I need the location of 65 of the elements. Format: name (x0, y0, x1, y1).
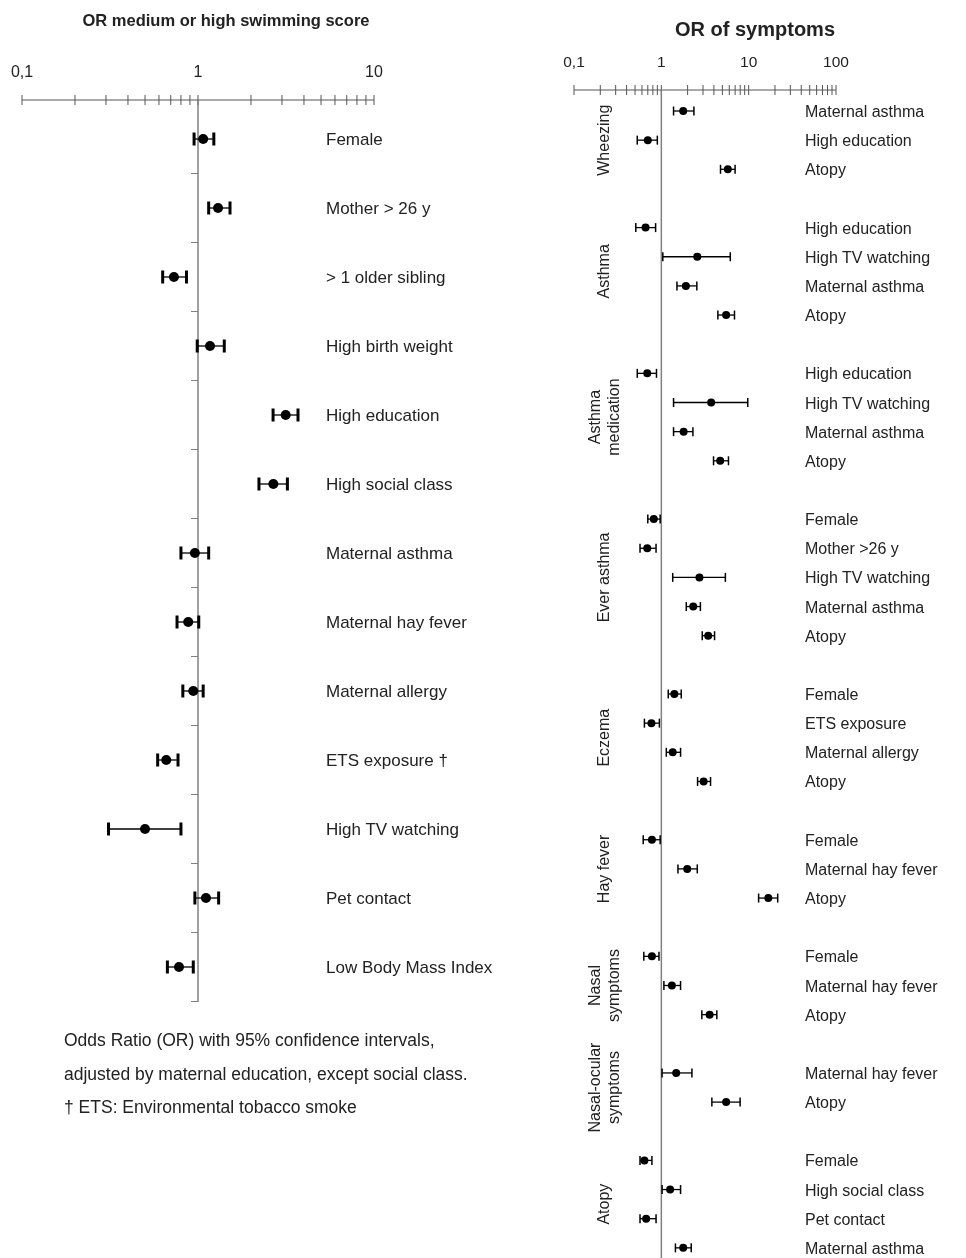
y-tick-label: > 1 older sibling (326, 268, 446, 287)
y-tick-label: High education (326, 406, 440, 425)
y-tick-label: Maternal hay fever (805, 860, 939, 878)
y-tick-label: Pet contact (805, 1210, 886, 1228)
y-tick-label: Atopy (805, 627, 846, 645)
annotation: Atopy (595, 1183, 612, 1225)
annotation: Nasal symptoms (586, 949, 622, 1022)
y-tick-label: Maternal asthma (805, 1239, 925, 1257)
y-tick-label: Maternal hay fever (326, 613, 468, 632)
x-tick-label: 0,1 (563, 53, 585, 70)
y-tick-label: High TV watching (805, 248, 931, 266)
y-tick-label: Female (805, 511, 859, 529)
y-tick-label: Female (805, 948, 859, 966)
text: † ETS: Environmental tobacco smoke (64, 1097, 357, 1117)
y-tick-label: High TV watching (326, 820, 459, 839)
y-tick-label: High social class (326, 475, 453, 494)
y-tick-label: Maternal asthma (805, 277, 925, 295)
y-tick-label: Low Body Mass Index (326, 958, 493, 977)
y-tick-label: Maternal asthma (805, 103, 925, 120)
y-tick-label: Maternal asthma (805, 598, 925, 616)
chart-title: OR of symptoms (674, 18, 836, 40)
annotation: Wheezing (595, 104, 612, 176)
chart-title: OR medium or high swimming score (82, 11, 370, 29)
y-tick-label: Maternal hay fever (805, 977, 939, 995)
y-tick-label: ETS exposure † (326, 751, 448, 770)
x-tick-label: 100 (823, 53, 850, 70)
x-tick-label: 0,1 (10, 63, 34, 80)
y-tick-label: Maternal hay fever (805, 1064, 939, 1082)
y-tick-label: Female (805, 686, 859, 703)
y-tick-label: High birth weight (326, 337, 453, 356)
text: Odds Ratio (OR) with 95% confidence intervals, adjusted by maternal education, except social class. (64, 1030, 468, 1084)
y-tick-label: Mother > 26 y (326, 199, 431, 218)
annotation: Asthma medication (586, 378, 622, 456)
annotation: Eczema (595, 708, 612, 767)
annotation: Ever asthma (595, 532, 612, 623)
x-tick-label: 10 (740, 53, 758, 70)
y-tick-label: Atopy (805, 307, 846, 325)
y-tick-label: ETS exposure (805, 715, 907, 733)
y-tick-label: Atopy (805, 1094, 846, 1112)
y-tick-label: Female (805, 1152, 859, 1170)
y-tick-label: Maternal allergy (326, 682, 448, 701)
y-tick-label: Female (326, 130, 383, 149)
y-tick-label: Maternal asthma (805, 423, 925, 441)
y-tick-label: High TV watching (805, 569, 931, 587)
y-tick-label: High social class (805, 1181, 925, 1199)
annotation: Asthma (595, 244, 612, 299)
y-tick-label: Atopy (805, 890, 846, 908)
x-tick-label: 10 (365, 63, 383, 80)
y-tick-label: Atopy (805, 773, 846, 791)
y-tick-label: Pet contact (326, 889, 412, 908)
y-tick-label: Mother >26 y (805, 540, 899, 558)
y-tick-label: Maternal asthma (326, 544, 454, 563)
y-tick-label: Atopy (805, 1006, 846, 1024)
y-tick-label: Atopy (805, 452, 846, 470)
y-tick-label: Atopy (805, 161, 846, 179)
annotation: Hay fever (595, 833, 612, 904)
annotation: Nasal-ocular symptoms (586, 1041, 622, 1133)
y-tick-label: High TV watching (805, 394, 931, 412)
y-tick-label: High education (805, 365, 912, 383)
x-tick-label: 1 (193, 63, 203, 80)
y-tick-label: Female (805, 831, 859, 849)
y-tick-label: High education (805, 219, 912, 237)
x-tick-label: 1 (657, 53, 666, 70)
y-tick-label: Maternal allergy (805, 744, 919, 762)
y-tick-label: High education (805, 132, 912, 150)
